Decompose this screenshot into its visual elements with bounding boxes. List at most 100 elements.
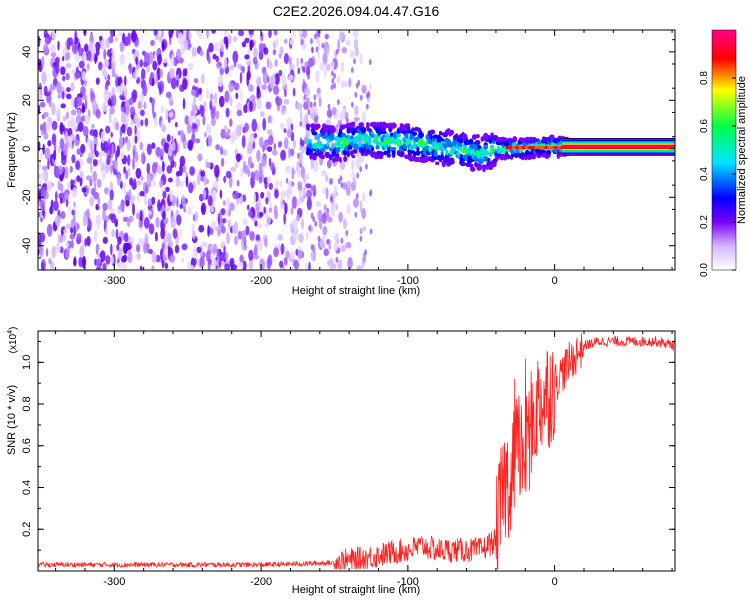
noise-speck (153, 30, 158, 36)
noise-speck (155, 146, 162, 157)
noise-speck (183, 38, 189, 51)
noise-speck (229, 96, 233, 107)
noise-speck (354, 105, 359, 117)
noise-speck (194, 211, 199, 222)
noise-speck (120, 180, 123, 189)
noise-speck (279, 122, 285, 130)
noise-speck (80, 143, 86, 154)
noise-speck (59, 137, 65, 150)
noise-speck (70, 109, 77, 116)
noise-speck (255, 234, 260, 241)
noise-speck (328, 243, 331, 250)
noise-speck (47, 158, 50, 170)
noise-speck (287, 180, 293, 188)
signal-speck (416, 146, 420, 152)
signal-speck (435, 161, 440, 166)
noise-speck (159, 84, 162, 95)
noise-speck (315, 46, 319, 53)
noise-speck (139, 265, 143, 270)
noise-speck (283, 213, 287, 225)
noise-speck (208, 42, 214, 53)
noise-speck (317, 50, 320, 60)
signal-speck (366, 122, 370, 128)
snr-panel: -300 -200 -100 0 0.2 0.4 0.6 0.8 1.0 Height of … (6, 327, 676, 596)
noise-speck (59, 246, 64, 254)
colorbar-tick-label: 0.2 (699, 215, 710, 229)
noise-speck (164, 245, 169, 259)
noise-speck (306, 97, 310, 107)
noise-speck (134, 151, 139, 162)
noise-speck (292, 218, 298, 231)
noise-speck (292, 30, 296, 38)
signal-speck (485, 150, 489, 156)
noise-speck (306, 197, 312, 211)
noise-speck (72, 179, 76, 185)
signal-speck (391, 148, 396, 156)
noise-speck (256, 97, 263, 110)
noise-speck (248, 209, 253, 218)
noise-speck (69, 142, 73, 150)
noise-speck (51, 120, 58, 131)
noise-speck (95, 203, 99, 211)
noise-speck (118, 205, 123, 211)
noise-speck (161, 124, 167, 133)
noise-speck (70, 179, 74, 191)
noise-speck (171, 140, 176, 152)
noise-speck (242, 260, 247, 270)
noise-speck (273, 205, 278, 215)
noise-speck (109, 189, 114, 201)
noise-speck (339, 30, 344, 42)
noise-speck (89, 196, 94, 207)
noise-speck (262, 71, 269, 85)
noise-speck (139, 92, 144, 103)
noise-speck (76, 96, 83, 107)
noise-speck (300, 109, 303, 121)
noise-speck (117, 247, 123, 260)
noise-speck (301, 66, 305, 72)
noise-speck (40, 152, 43, 159)
noise-speck (290, 148, 295, 157)
noise-speck (359, 235, 363, 242)
noise-speck (181, 257, 184, 264)
noise-speck (89, 129, 96, 136)
noise-speck (310, 38, 313, 45)
noise-speck (38, 88, 41, 100)
noise-speck (250, 175, 255, 189)
noise-speck (366, 103, 369, 110)
noise-speck (136, 243, 141, 253)
noise-speck (224, 263, 230, 270)
noise-speck (139, 59, 144, 68)
signal-speck (458, 146, 462, 152)
noise-speck (154, 116, 158, 127)
noise-speck (78, 60, 85, 69)
signal-speck (490, 132, 494, 137)
noise-speck (119, 53, 126, 66)
noise-speck (134, 68, 138, 81)
noise-speck (157, 199, 161, 212)
x-tick-label: -100 (397, 576, 419, 588)
noise-speck (356, 265, 363, 270)
noise-speck (129, 106, 136, 116)
noise-speck (96, 178, 102, 188)
noise-speck (127, 167, 131, 177)
noise-speck (139, 141, 144, 151)
noise-speck (318, 96, 322, 108)
noise-speck (46, 180, 53, 192)
noise-speck (160, 105, 164, 114)
noise-speck (240, 261, 244, 270)
noise-speck (207, 224, 210, 237)
noise-speck (186, 123, 192, 134)
noise-speck (242, 194, 247, 202)
noise-speck (362, 192, 366, 203)
signal-speck (432, 155, 439, 160)
noise-speck (176, 48, 182, 61)
noise-speck (182, 140, 189, 149)
noise-speck (82, 255, 86, 268)
noise-speck (118, 30, 122, 37)
noise-speck (60, 103, 66, 109)
noise-speck (305, 173, 310, 180)
snr-y-multiplier-close: ) (8, 327, 19, 330)
noise-speck (176, 197, 179, 208)
noise-speck (289, 185, 293, 196)
noise-speck (307, 65, 310, 72)
